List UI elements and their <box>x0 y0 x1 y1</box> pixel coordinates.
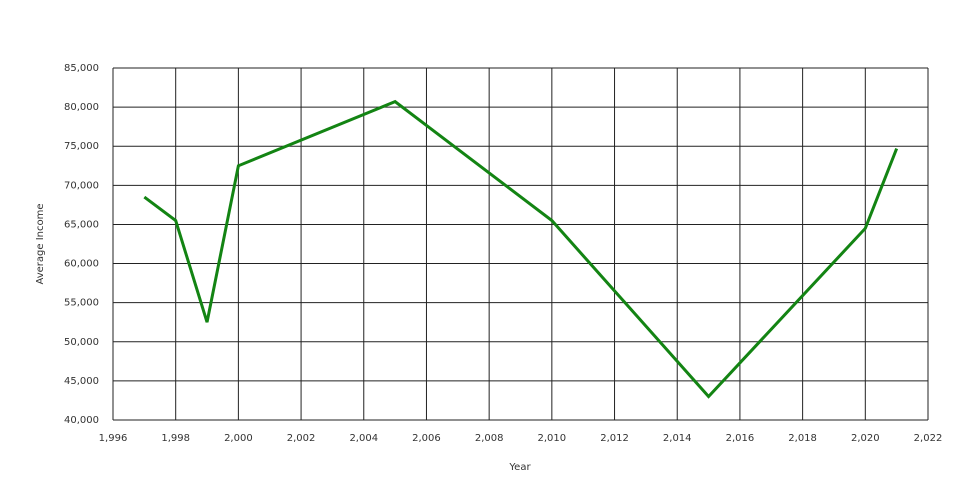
y-tick-label: 50,000 <box>64 337 99 348</box>
x-tick-label: 2,012 <box>600 433 629 444</box>
y-tick-label: 85,000 <box>64 63 99 74</box>
x-tick-label: 1,996 <box>99 433 128 444</box>
y-tick-label: 75,000 <box>64 141 99 152</box>
y-tick-label: 45,000 <box>64 376 99 387</box>
y-tick-label: 40,000 <box>64 415 99 426</box>
x-tick-label: 2,006 <box>412 433 441 444</box>
data-line <box>143 99 899 399</box>
x-tick-label: 2,022 <box>914 433 943 444</box>
y-tick-label: 60,000 <box>64 259 99 270</box>
y-tick-label: 80,000 <box>64 102 99 113</box>
x-tick-label: 2,008 <box>475 433 504 444</box>
x-tick-label: 2,020 <box>851 433 880 444</box>
x-tick-label: 2,014 <box>663 433 692 444</box>
y-tick-label: 65,000 <box>64 219 99 230</box>
x-tick-label: 2,002 <box>287 433 316 444</box>
x-tick-label: 2,004 <box>349 433 378 444</box>
x-tick-label: 2,010 <box>538 433 567 444</box>
y-tick-label: 55,000 <box>64 298 99 309</box>
y-tick-label: 70,000 <box>64 180 99 191</box>
y-axis-label: Average Income <box>35 203 46 284</box>
x-tick-label: 2,016 <box>726 433 755 444</box>
x-tick-label: 1,998 <box>161 433 190 444</box>
x-tick-label: 2,018 <box>788 433 817 444</box>
x-tick-label: 2,000 <box>224 433 253 444</box>
x-axis-label: Year <box>508 462 531 473</box>
